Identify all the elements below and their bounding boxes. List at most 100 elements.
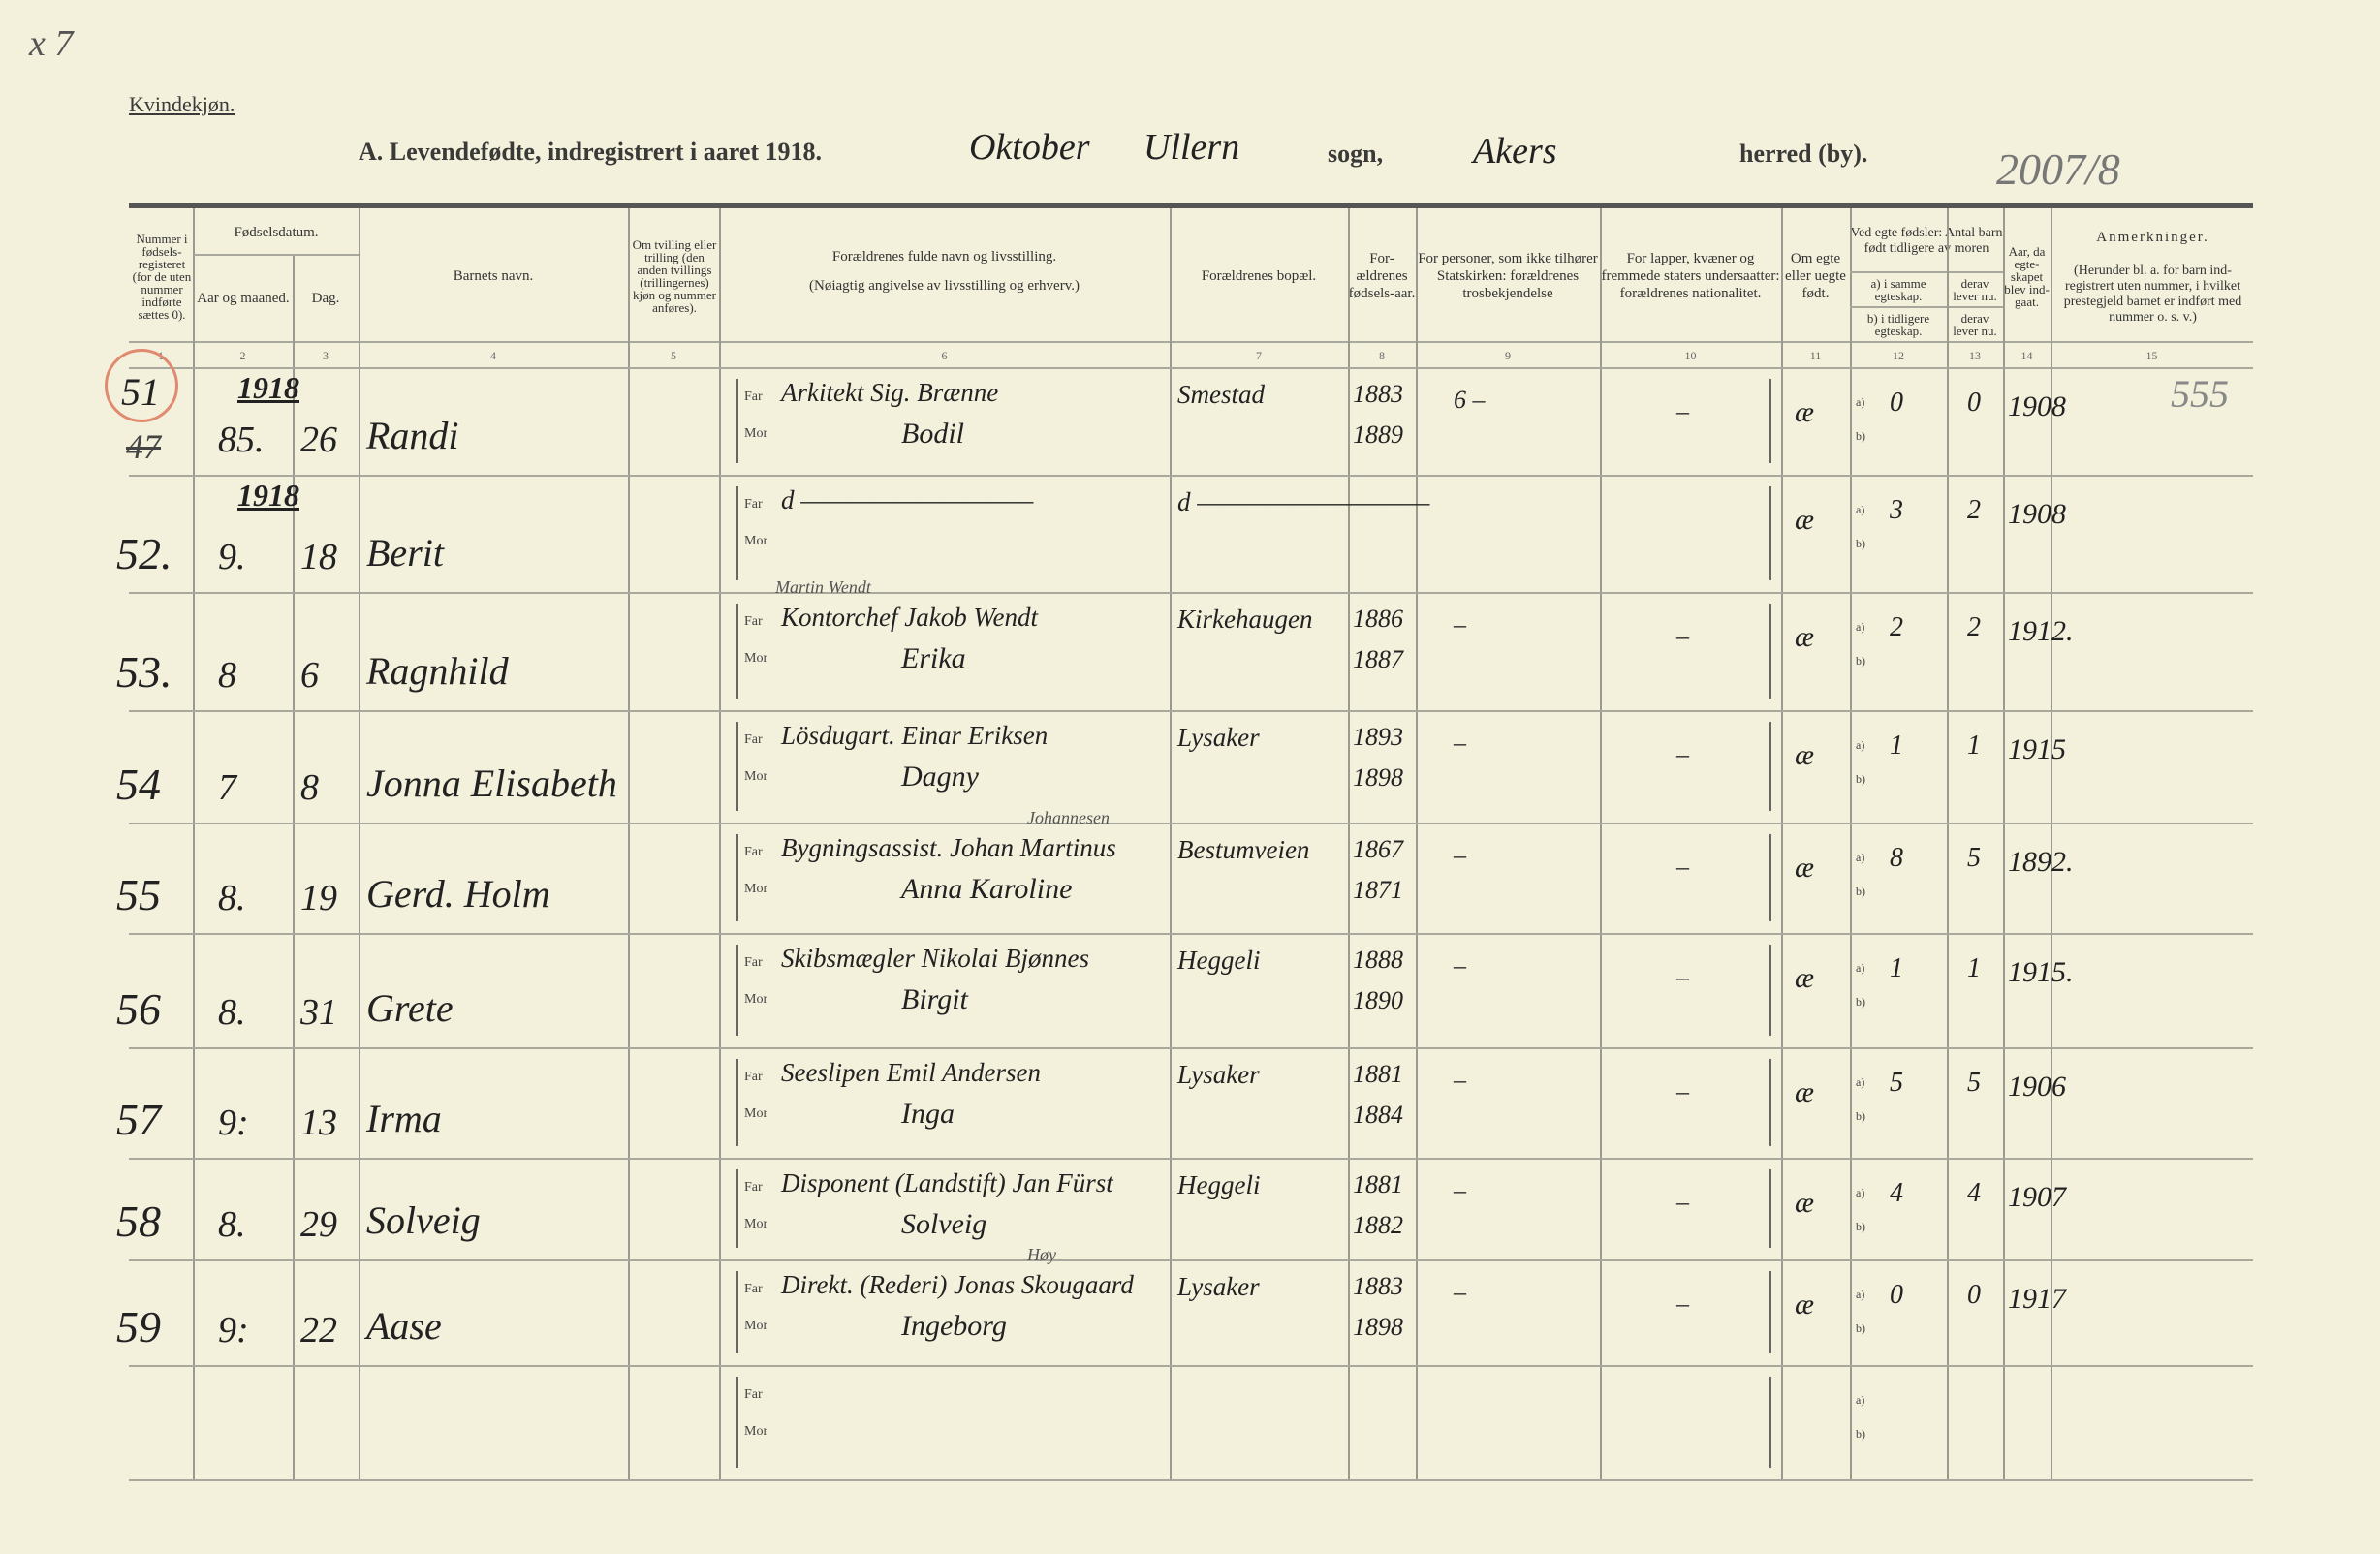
title-prefix: A. Levendefødte, indregistrert i aaret 1… [359, 138, 823, 166]
header-parents-occupation: (Nøiagtig angivelse av livsstilling og e… [809, 278, 1080, 294]
residence: Bestumveien [1177, 835, 1310, 864]
column-number: 8 [1379, 349, 1385, 362]
entry-number: 57 [116, 1095, 161, 1144]
father-name-note: Johannesen [1027, 808, 1110, 827]
children-same-marriage: 0 [1890, 1280, 1903, 1310]
residence: Heggeli [1177, 946, 1261, 975]
a-label: a) [1856, 1186, 1865, 1199]
birth-month: 9: [218, 1103, 249, 1143]
mor-label: Mor [744, 651, 768, 666]
nationality: – [1676, 622, 1689, 650]
mother-name: Bodil [901, 418, 964, 450]
title-month: Oktober [969, 127, 1090, 168]
mother-name: Anna Karoline [901, 873, 1073, 905]
mother-birth-year: 1887 [1353, 645, 1403, 673]
header-year-month: Aar og maaned. [197, 291, 290, 306]
legitimate-mark: æ [1795, 852, 1815, 884]
brace [736, 1059, 738, 1146]
legitimate-mark: æ [1795, 739, 1815, 771]
row-divider [129, 823, 2253, 824]
mother-birth-year: 1890 [1353, 986, 1403, 1014]
religion: – [1454, 1176, 1466, 1204]
herred-label: herred (by). [1739, 140, 1868, 168]
column-divider [1170, 208, 1172, 1479]
mor-label: Mor [744, 1106, 768, 1121]
b-label: b) [1856, 537, 1865, 550]
brace [736, 604, 738, 699]
sogn-label: sogn, [1328, 140, 1384, 168]
mother-birth-year: 1884 [1353, 1101, 1403, 1129]
header-living-a: derav lever nu. [1953, 276, 1997, 303]
header-parents-name: Forældrenes fulde navn og livsstilling. [831, 249, 1057, 264]
b-label: b) [1856, 772, 1865, 786]
children-living: 4 [1967, 1178, 1981, 1208]
row-divider [129, 1158, 2253, 1160]
nationality: – [1676, 1290, 1689, 1318]
marriage-year: 1915. [2008, 956, 2074, 988]
child-name: Randi [366, 414, 459, 457]
header-living-b: derav lever nu. [1953, 311, 1997, 338]
column-number: 9 [1505, 349, 1511, 362]
children-same-marriage: 1 [1890, 730, 1903, 761]
row-divider [129, 1259, 2253, 1261]
marriage-year: 1892. [2008, 846, 2074, 878]
children-same-marriage: 3 [1890, 495, 1903, 525]
residence: Heggeli [1177, 1170, 1261, 1199]
b-label: b) [1856, 885, 1865, 898]
a-label: a) [1856, 1075, 1865, 1089]
a-label: a) [1856, 1393, 1865, 1407]
struck-number: 47 [126, 427, 161, 466]
children-living: 0 [1967, 388, 1981, 418]
marriage-year: 1907 [2008, 1181, 2066, 1213]
column-divider [1850, 208, 1852, 1479]
religion: – [1454, 610, 1466, 638]
column-number: 13 [1969, 349, 1981, 362]
father-name-occupation: Lösdugart. Einar Eriksen [781, 721, 1049, 750]
children-living: 0 [1967, 1280, 1981, 1310]
father-birth-year: 1881 [1353, 1060, 1403, 1088]
father-birth-year: 1883 [1353, 1272, 1403, 1300]
children-living: 2 [1967, 612, 1981, 642]
header-day: Dag. [311, 291, 340, 306]
children-living: 5 [1967, 1068, 1981, 1098]
far-label: Far [744, 845, 763, 859]
birth-month: 9. [218, 537, 246, 577]
a-label: a) [1856, 851, 1865, 864]
column-number: 11 [1809, 349, 1822, 362]
remark: 555 [2171, 372, 2229, 416]
children-living: 2 [1967, 495, 1981, 525]
religion: 6 – [1454, 386, 1486, 414]
column-number: 5 [671, 349, 676, 362]
father-birth-year: 1893 [1353, 723, 1403, 751]
birth-day: 13 [300, 1103, 337, 1143]
a-label: a) [1856, 395, 1865, 409]
column-divider [1348, 208, 1350, 1479]
residence: d —————————— [1177, 487, 1430, 516]
birth-day: 22 [300, 1310, 337, 1351]
birth-month: 9: [218, 1310, 249, 1351]
far-label: Far [744, 389, 763, 404]
marriage-year: 1908 [2008, 390, 2066, 422]
child-name: Irma [366, 1097, 442, 1140]
child-name: Ragnhild [366, 649, 509, 693]
brace [736, 1377, 738, 1468]
mother-name: Solveig [901, 1208, 987, 1240]
a-label: a) [1856, 620, 1865, 634]
father-name-occupation: Direkt. (Rederi) Jonas Skougaard [781, 1270, 1134, 1299]
nationality: – [1676, 1077, 1689, 1105]
column-divider [1600, 208, 1602, 1479]
column-divider [1947, 208, 1949, 1479]
father-name-occupation: Disponent (Landstift) Jan Fürst [781, 1168, 1113, 1197]
header-residence: Forældrenes bopæl. [1201, 268, 1317, 284]
column-divider [628, 208, 630, 1479]
residence: Lysaker [1177, 1060, 1260, 1089]
mor-label: Mor [744, 534, 768, 548]
mother-name: Birgit [901, 983, 968, 1015]
mother-birth-year: 1871 [1353, 876, 1403, 904]
legitimate-mark: æ [1795, 396, 1815, 428]
far-label: Far [744, 614, 763, 629]
father-birth-year: 1867 [1353, 835, 1403, 863]
father-name-occupation: Bygningsassist. Johan Martinus [781, 833, 1116, 862]
birth-day: 8 [300, 767, 319, 808]
children-living: 1 [1967, 953, 1981, 983]
